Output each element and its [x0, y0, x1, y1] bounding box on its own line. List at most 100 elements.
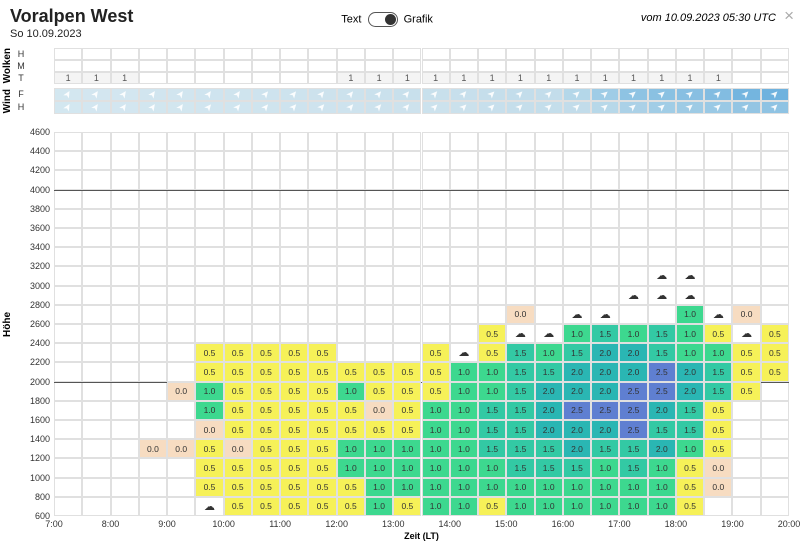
grafik-toggle-label[interactable]: Grafik: [404, 13, 433, 25]
thermal-cell: 0.5: [422, 362, 450, 381]
wind-arrow-icon: ➤: [655, 101, 668, 115]
x-tick: 20:00: [778, 519, 800, 529]
thermal-cell: 0.5: [308, 439, 336, 458]
thermal-cell: 0.0: [224, 439, 252, 458]
cloud-icon: ☁: [204, 500, 215, 513]
cloud-cell: ☁: [535, 324, 563, 343]
thermal-cell: 2.0: [591, 343, 619, 362]
thermal-cell: 0.5: [280, 382, 308, 401]
thermal-cell: 0.5: [308, 458, 336, 477]
thermal-cell: 2.0: [591, 420, 619, 439]
thermal-cell: 0.5: [252, 382, 280, 401]
thermal-cell: 1.0: [676, 343, 704, 362]
view-toggle[interactable]: [368, 12, 398, 27]
cloud-icon: ☁: [685, 289, 696, 302]
wolken-cell: [761, 60, 789, 72]
thermal-cell: 1.0: [704, 343, 732, 362]
wolken-cell: [139, 48, 167, 60]
thermal-cell: 1.0: [337, 382, 365, 401]
wind-arrow-icon: ➤: [457, 101, 471, 115]
wolken-cell: [761, 48, 789, 60]
thermal-cell: 1.5: [506, 382, 534, 401]
thermal-cell: 0.0: [365, 401, 393, 420]
thermal-cell: 1.0: [591, 458, 619, 477]
wind-row-F: F: [14, 88, 28, 101]
cloud-cell: ☁: [450, 343, 478, 362]
wind-arrow-icon: ➤: [457, 88, 471, 102]
wind-arrow-icon: ➤: [570, 101, 584, 115]
cloud-icon: ☁: [713, 308, 724, 321]
wind-cell: ➤: [591, 88, 619, 101]
thermal-cell: 0.5: [704, 324, 732, 343]
cloud-cell: ☁: [676, 286, 704, 305]
wind-cell: ➤: [450, 88, 478, 101]
thermal-cell: 0.5: [393, 401, 421, 420]
x-axis-title: Zeit (LT): [404, 531, 439, 541]
thermal-cell: 0.5: [224, 497, 252, 516]
wind-cell: ➤: [280, 101, 308, 114]
y-tick: 1000: [22, 473, 50, 483]
thermal-cell: 1.0: [422, 439, 450, 458]
wolken-cell: [111, 60, 139, 72]
wind-cell: ➤: [308, 101, 336, 114]
thermal-cell: 0.5: [252, 497, 280, 516]
thermal-cell: 1.5: [648, 343, 676, 362]
y-tick: 4200: [22, 165, 50, 175]
wolken-cell: 1: [535, 72, 563, 84]
y-tick: 3400: [22, 242, 50, 252]
wind-section-label: Wind: [0, 88, 14, 114]
thermal-cell: 2.0: [619, 343, 647, 362]
thermal-cell: 1.5: [648, 420, 676, 439]
thermal-cell: 1.5: [535, 362, 563, 381]
thermal-cell: 0.5: [252, 458, 280, 477]
wind-cell: ➤: [139, 101, 167, 114]
wind-cell: ➤: [648, 101, 676, 114]
wind-arrow-icon: ➤: [118, 88, 132, 101]
wolken-cell: [195, 72, 223, 84]
thermal-cell: 1.0: [450, 439, 478, 458]
thermal-cell: 0.5: [704, 401, 732, 420]
thermal-cell: 2.0: [676, 362, 704, 381]
thermal-cell: 0.5: [422, 343, 450, 362]
thermal-cell: 1.0: [337, 439, 365, 458]
wolken-cell: [139, 60, 167, 72]
wind-arrow-icon: ➤: [316, 101, 330, 115]
thermal-cell: 0.5: [224, 382, 252, 401]
thermal-cell: 0.5: [422, 382, 450, 401]
wind-cell: ➤: [676, 101, 704, 114]
thermal-cell: 0.5: [365, 420, 393, 439]
thermal-cell: 1.5: [478, 439, 506, 458]
thermal-cell: 2.5: [619, 401, 647, 420]
wolken-cell: [704, 60, 732, 72]
wolken-cell: [506, 48, 534, 60]
wind-arrow-icon: ➤: [89, 88, 103, 101]
wolken-cell: [167, 48, 195, 60]
timestamp-label: vom 10.09.2023 05:30 UTC: [641, 6, 776, 24]
x-tick: 11:00: [269, 519, 291, 529]
thermal-cell: 0.5: [732, 362, 760, 381]
text-toggle-label[interactable]: Text: [341, 13, 361, 25]
thermal-cell: 2.5: [619, 382, 647, 401]
y-tick: 2000: [22, 377, 50, 387]
wind-cell: ➤: [619, 88, 647, 101]
thermal-cell: 0.5: [308, 343, 336, 362]
wolken-cell: [195, 60, 223, 72]
wind-arrow-icon: ➤: [259, 88, 273, 101]
cloud-icon: ☁: [656, 269, 667, 282]
thermal-cell: 2.0: [563, 382, 591, 401]
wind-cell: ➤: [535, 88, 563, 101]
wind-cell: ➤: [591, 101, 619, 114]
wind-arrow-icon: ➤: [514, 101, 528, 115]
thermal-cell: 0.5: [393, 497, 421, 516]
wind-arrow-icon: ➤: [598, 101, 611, 115]
thermal-cell: 1.0: [591, 478, 619, 497]
thermal-cell: 1.0: [648, 458, 676, 477]
close-icon[interactable]: ×: [784, 6, 794, 26]
thermal-cell: 1.0: [450, 497, 478, 516]
cloud-icon: ☁: [458, 346, 469, 359]
wolken-cell: [563, 48, 591, 60]
thermal-cell: 2.0: [591, 362, 619, 381]
wind-arrow-icon: ➤: [203, 88, 217, 101]
thermal-cell: 1.0: [648, 497, 676, 516]
wolken-cell: [54, 48, 82, 60]
